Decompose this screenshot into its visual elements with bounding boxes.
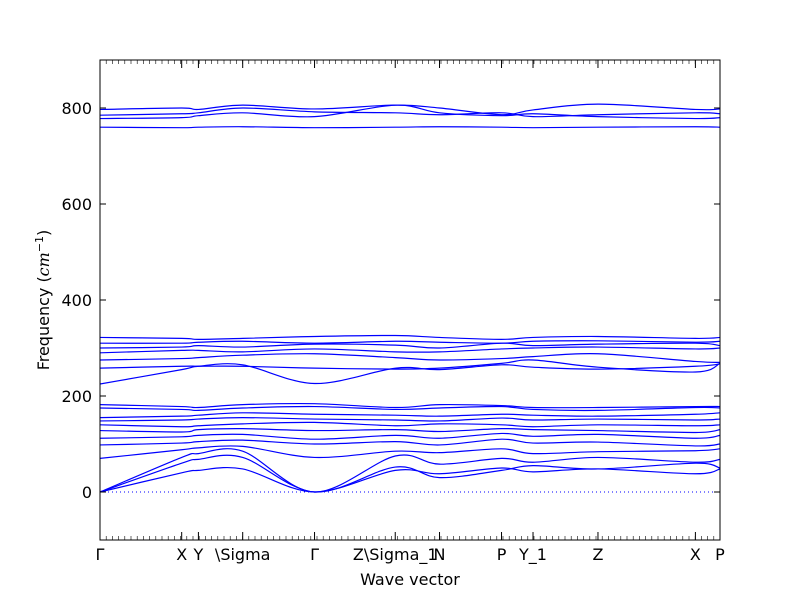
- band-line-20: [100, 416, 720, 422]
- y-tick-label: 400: [61, 291, 92, 310]
- band-line-17: [100, 432, 720, 440]
- band-line-11: [100, 334, 720, 340]
- x-tick-label-10: Z: [592, 545, 603, 564]
- x-tick-label-1: Γ: [96, 545, 105, 564]
- band-line-1: [100, 126, 720, 129]
- band-line-3: [100, 107, 720, 118]
- x-tick-label-6: Z\Sigma_1: [353, 545, 438, 565]
- x-tick-label-5: Γ: [310, 545, 319, 564]
- tick-group: [99, 60, 721, 540]
- x-tick-label-9: Y_1: [518, 545, 547, 565]
- plot-frame: [99, 59, 721, 541]
- band-line-22: [100, 405, 720, 412]
- band-line-21: [100, 412, 720, 419]
- y-tick-label: 600: [61, 195, 92, 214]
- x-tick-label-7: N: [434, 545, 446, 564]
- x-tick-label-8: P: [497, 545, 507, 564]
- band-line-23: [100, 402, 720, 409]
- band-line-10: [100, 340, 720, 344]
- band-line-2: [100, 104, 720, 120]
- x-tick-label-11: X: [690, 545, 701, 564]
- band-line-18: [100, 427, 720, 434]
- band-line-9: [100, 342, 720, 349]
- x-tick-label-12: P: [715, 545, 725, 564]
- y-axis-label-unit: cm: [34, 252, 53, 276]
- x-tick-label-3: Y: [193, 545, 204, 564]
- y-axis-label-text: Frequency: [34, 288, 53, 371]
- y-tick-label: 200: [61, 387, 92, 406]
- series-group: [100, 103, 720, 493]
- x-tick-label-4: \Sigma: [215, 545, 271, 564]
- y-tick-label: 800: [61, 99, 92, 118]
- x-tick-label-2: X: [176, 545, 187, 564]
- band-line-13: [100, 454, 720, 493]
- band-line-15: [100, 445, 720, 459]
- y-tick-label: 0: [82, 483, 92, 502]
- y-axis-label-exponent: −1: [33, 236, 46, 252]
- band-line-19: [100, 421, 720, 428]
- band-line-6: [100, 359, 720, 373]
- band-line-7: [100, 353, 720, 364]
- y-axis-label: Frequency (cm−1): [33, 230, 53, 371]
- band-line-4: [100, 103, 720, 116]
- band-line-8: [100, 346, 720, 354]
- band-line-14: [100, 448, 720, 493]
- x-axis-label: Wave vector: [360, 570, 460, 589]
- band-line-16: [100, 438, 720, 447]
- band-line-12: [100, 466, 720, 493]
